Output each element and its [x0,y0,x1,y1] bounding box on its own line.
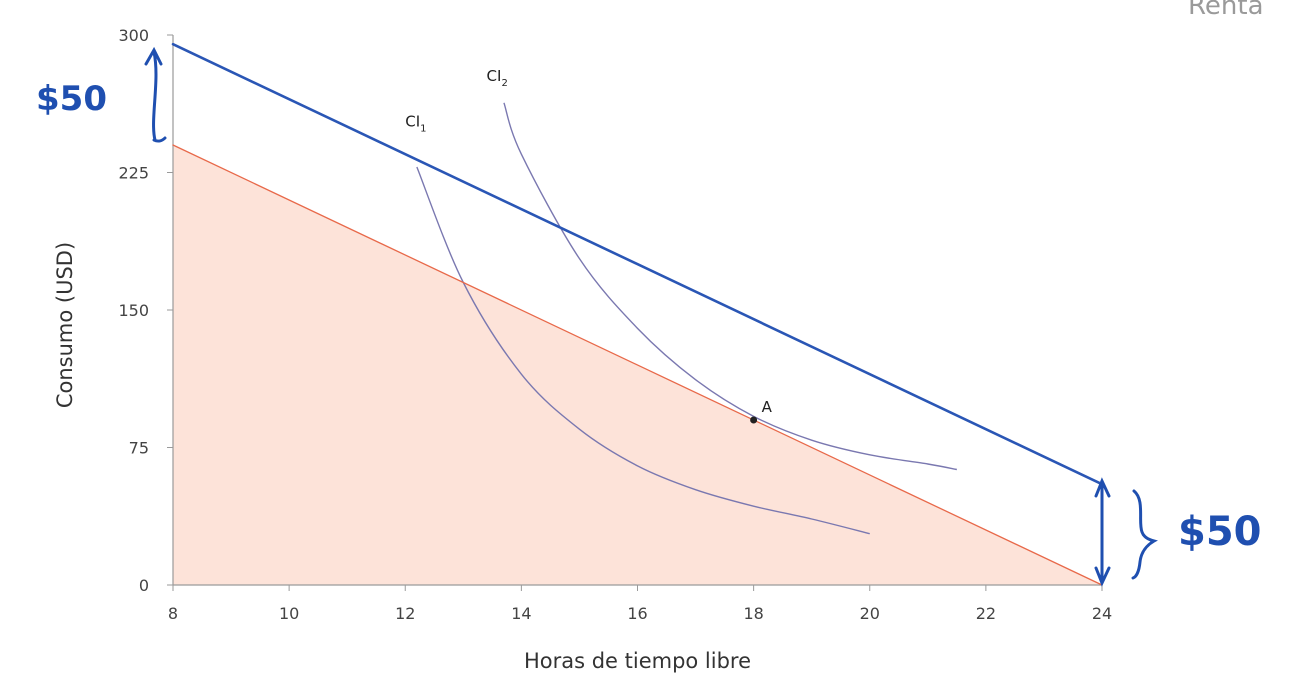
y-tick-label: 150 [118,301,149,320]
point-marker [750,416,758,424]
x-tick-label: 14 [511,604,531,623]
bottom-arrow [1094,477,1111,587]
point-label: A [762,398,773,416]
handwritten-amount-top: $50 [36,79,107,119]
indifference-curve-label: CI1 [405,113,426,135]
x-tick-label: 16 [627,604,647,623]
x-tick-label: 20 [860,604,880,623]
axis-ticks: 8 10 12 14 16 18 20 22 24 0 75 150 225 300 [118,26,1112,623]
indifference-curve-2 [503,102,957,471]
budget-line-original [172,144,1103,586]
x-tick-label: 8 [168,604,178,623]
x-tick-label: 10 [279,604,299,623]
x-axis-title: Horas de tiempo libre [524,649,751,673]
top-arrow-bracket [144,46,167,143]
budget-lines [171,42,1104,586]
x-tick-label: 18 [743,604,763,623]
handwritten-amount-right: $50 [1178,509,1262,555]
x-tick-label: 22 [976,604,996,623]
y-axis-title: Consumo (USD) [53,242,77,408]
points: A [750,398,773,424]
x-tick-label: 12 [395,604,415,623]
handwritten-annotations: $50 $50 [36,46,1262,587]
x-tick-label: 24 [1092,604,1112,623]
y-tick-label: 75 [129,439,149,458]
budget-line-shifted [171,42,1104,486]
y-tick-label: 0 [139,576,149,595]
right-brace [1131,489,1158,580]
corner-text: Renta [1188,0,1264,21]
y-tick-label: 300 [118,26,149,45]
indifference-curve-label: CI2 [487,67,508,89]
y-tick-label: 225 [118,164,149,183]
